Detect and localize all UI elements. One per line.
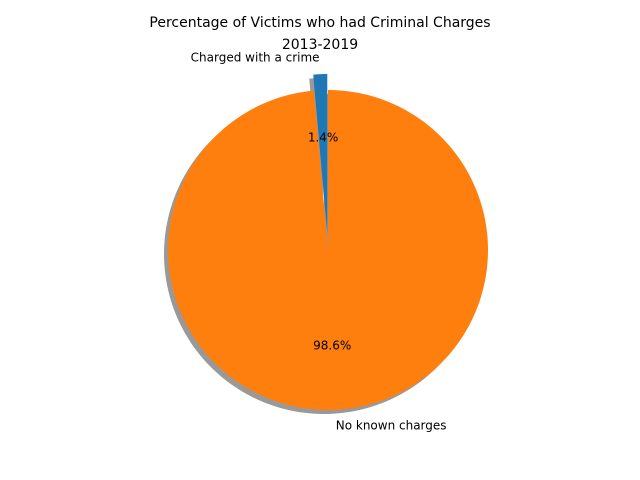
slice-no-known-charges	[167, 90, 489, 411]
slice-label-charged-with-a-crime: Charged with a crime	[191, 51, 320, 65]
slice-label-no-known-charges: No known charges	[336, 418, 447, 432]
slices	[167, 74, 489, 411]
slice-pct-label-no-known-charges: 98.6%	[313, 338, 351, 352]
slice-pct-label-charged-with-a-crime: 1.4%	[308, 131, 339, 145]
chart-title-line-1: Percentage of Victims who had Criminal C…	[149, 15, 490, 31]
slice-charged-with-a-crime	[313, 74, 328, 235]
slice-labels: Charged with a crime 1.4% No known charges…	[191, 51, 447, 433]
chart-title-line-2: 2013-2019	[282, 37, 358, 53]
